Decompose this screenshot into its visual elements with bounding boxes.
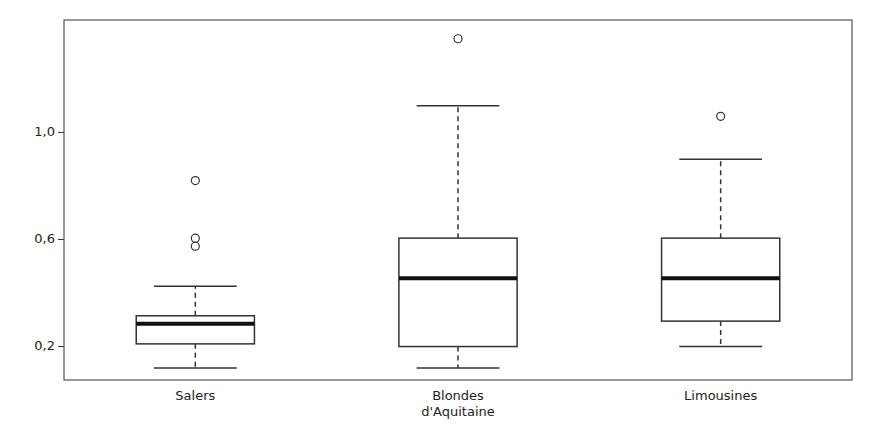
outlier <box>191 242 199 250</box>
outlier <box>191 234 199 242</box>
y-tick <box>58 346 64 347</box>
outlier <box>717 112 725 120</box>
outlier <box>191 177 199 185</box>
median <box>136 322 254 326</box>
y-tick <box>58 239 64 240</box>
whisker <box>720 159 722 238</box>
box <box>662 238 780 321</box>
cap <box>154 286 237 288</box>
y-tick <box>58 132 64 133</box>
chart: 0,2 0,6 1,0 Salers Blondesd'Aquitaine Limousi… <box>0 0 872 442</box>
cap <box>679 158 762 160</box>
median <box>399 276 517 280</box>
x-tick-label: Blondesd'Aquitaine <box>421 388 495 419</box>
x-tick-label: Salers <box>175 388 215 403</box>
median <box>662 276 780 280</box>
cap <box>154 367 237 369</box>
whisker <box>195 344 197 368</box>
x-tick-label: Limousines <box>684 388 757 403</box>
box <box>136 316 254 344</box>
cap <box>679 346 762 348</box>
cap <box>417 105 500 107</box>
whisker <box>195 286 197 315</box>
plot-frame <box>64 20 852 380</box>
y-tick-label: 0,2 <box>34 338 55 353</box>
cap <box>417 367 500 369</box>
box <box>399 238 517 346</box>
plot-area <box>136 35 780 368</box>
whisker <box>457 347 459 368</box>
y-tick-label: 0,6 <box>34 231 55 246</box>
whisker <box>720 321 722 346</box>
chart-container: 0,2 0,6 1,0 Salers Blondesd'Aquitaine Limousi… <box>0 0 872 442</box>
outlier <box>454 35 462 43</box>
whisker <box>457 106 459 238</box>
y-tick-label: 1,0 <box>34 124 55 139</box>
